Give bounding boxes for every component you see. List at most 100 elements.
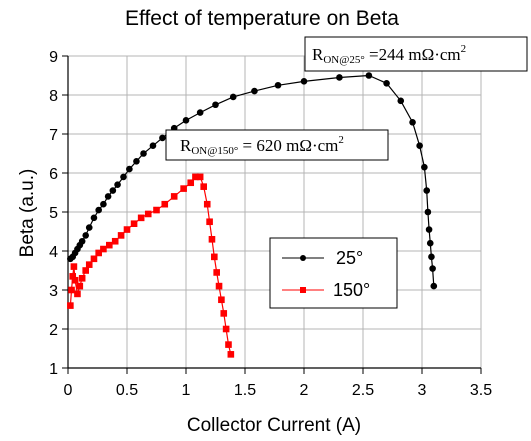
x-tick-label: 1	[182, 382, 191, 399]
series-25-point	[95, 206, 102, 214]
series-25-point	[114, 181, 121, 188]
y-tick-label: 1	[49, 361, 58, 378]
series-150-point	[213, 269, 220, 276]
series-150-point	[196, 173, 204, 181]
series-25-point	[78, 237, 86, 245]
series-lines	[67, 72, 438, 358]
annotation-ron-25-sup: 2	[461, 43, 467, 55]
series-150-point	[95, 249, 102, 257]
x-axis-label: Collector Current (A)	[187, 415, 361, 436]
y-tick-label: 3	[49, 283, 58, 300]
y-tick-label: 6	[49, 166, 58, 183]
x-tick-label: 2	[300, 382, 309, 399]
series-25-point	[104, 193, 112, 200]
annotation-ron-25-box	[304, 36, 528, 72]
legend-marker-150	[300, 287, 306, 293]
y-tick-label: 9	[49, 49, 58, 66]
series-150-point	[192, 173, 199, 181]
series-25-point	[365, 72, 373, 79]
series-150-point	[144, 210, 152, 218]
series-25-point	[212, 101, 219, 109]
annotation-ron-25-sub: ON@25°	[323, 54, 364, 66]
series-25-point	[182, 117, 190, 124]
annotation-ron-150-box	[165, 129, 389, 161]
series-150-point	[74, 290, 81, 298]
x-tick-label: 0	[64, 382, 73, 399]
series-25-point	[429, 265, 436, 272]
series-25-point	[140, 150, 147, 157]
series-150-point	[227, 351, 235, 358]
y-tick-label: 7	[49, 127, 58, 144]
series-25-point	[149, 142, 157, 149]
series-25-point	[336, 74, 343, 81]
annotation-ron-25-value: =244 mΩ·cm	[365, 45, 461, 64]
series-25-point	[425, 226, 433, 233]
legend-label-150: 150°	[333, 280, 370, 300]
series-150-point	[71, 276, 79, 284]
series-25-point	[196, 109, 204, 116]
series-25-point	[109, 187, 117, 194]
series-25-point	[430, 282, 438, 290]
series-25-point	[421, 163, 428, 171]
series-150-point	[67, 302, 74, 309]
series-25-point	[251, 87, 258, 95]
series-25-point	[85, 224, 93, 231]
series-25-point	[82, 232, 89, 239]
series-25-point	[428, 253, 435, 261]
series-25-point	[397, 97, 405, 105]
series-150-point	[218, 296, 225, 304]
series-150-point	[220, 310, 228, 317]
series-25-point	[274, 81, 282, 89]
series-150-point	[215, 282, 223, 290]
y-tick-label: 2	[49, 322, 58, 339]
series-150-point	[170, 193, 178, 200]
series-25-point	[424, 208, 432, 216]
y-tick-label: 4	[49, 244, 58, 261]
legend: 25° 150°	[269, 237, 398, 309]
svg-text:RON@25° =244 mΩ·cm2: RON@25° =244 mΩ·cm2	[312, 43, 466, 66]
chart-title: Effect of temperature on Beta	[125, 7, 399, 30]
series-150-point	[130, 220, 138, 227]
legend-box	[269, 237, 398, 309]
y-tick-labels: 1 2 3 4 5 6 7 8 9	[49, 49, 58, 378]
series-150-point	[225, 341, 232, 348]
series-150-point	[76, 282, 84, 290]
series-25-point	[229, 93, 237, 101]
series-150-point	[123, 226, 131, 233]
series-150-point	[90, 255, 98, 263]
series-150-point	[78, 275, 86, 282]
series-150	[67, 173, 235, 358]
series-150-point	[222, 325, 230, 333]
y-tick-label: 8	[49, 88, 58, 105]
annotation-ron-150-value: = 620 mΩ·cm	[238, 136, 338, 155]
series-150-point	[187, 179, 195, 187]
series-150-point	[161, 200, 169, 208]
series-25-point	[100, 200, 107, 208]
series-25-point	[133, 158, 140, 165]
series-25-point	[426, 239, 434, 247]
x-tick-label: 3	[418, 382, 427, 399]
annotation-ron-25: RON@25° =244 mΩ·cm2	[304, 36, 528, 72]
series-150-point	[68, 286, 75, 294]
annotation-ron-25-main: R	[312, 45, 324, 64]
series-150-point	[180, 185, 187, 192]
series-25	[67, 72, 438, 290]
legend-label-25: 25°	[336, 248, 363, 268]
series-150-point	[85, 261, 93, 268]
x-tick-label: 0.5	[116, 382, 138, 399]
series-25-point	[416, 142, 423, 149]
series-25-point	[159, 134, 166, 142]
series-150-point	[200, 183, 207, 190]
x-tick-labels: 0 0.5 1 1.5 2 2.5 3 3.5	[64, 382, 493, 399]
series-25-point	[90, 214, 98, 222]
series-150-point	[111, 237, 119, 245]
x-tick-label: 3.5	[470, 382, 492, 399]
svg-text:RON@150° = 620 mΩ·cm2: RON@150° = 620 mΩ·cm2	[180, 134, 344, 157]
x-tick-label: 2.5	[352, 382, 374, 399]
series-150-point	[203, 200, 211, 208]
series-150-point	[153, 206, 160, 214]
series-150-point	[70, 263, 78, 270]
annotation-ron-150: RON@150° = 620 mΩ·cm2	[165, 129, 389, 161]
annotation-ron-150-sub: ON@150°	[191, 145, 238, 157]
